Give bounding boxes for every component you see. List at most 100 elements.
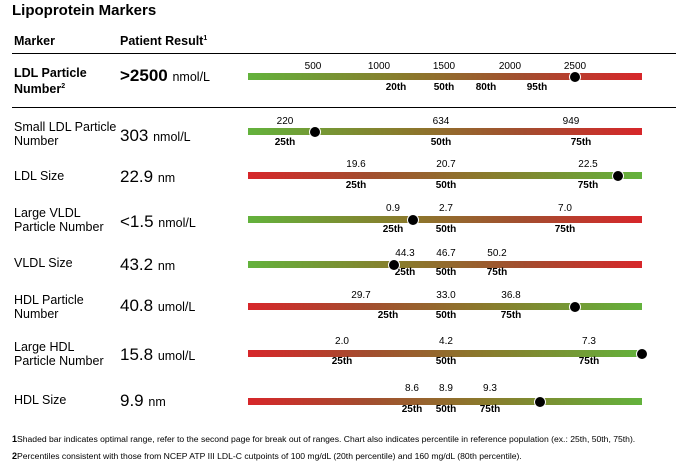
range-bar: [248, 73, 642, 80]
range-tick-label: 46.7: [436, 248, 456, 259]
marker-name: VLDL Size: [14, 256, 118, 270]
footnote-ref-2: 2: [61, 83, 66, 90]
range-tick-label: 9.3: [483, 383, 497, 394]
patient-result: 9.9 nm: [120, 391, 166, 411]
patient-result: 15.8 umol/L: [120, 345, 195, 365]
range-tick-label: 7.3: [582, 336, 596, 347]
result-unit: nm: [148, 395, 166, 409]
footnote-1-text: Shaded bar indicates optimal range, refe…: [17, 434, 636, 444]
percentile-label: 75th: [486, 267, 508, 278]
marker-name-label: LDL Size: [14, 169, 65, 183]
percentile-label: 50th: [435, 267, 457, 278]
percentile-label: 50th: [435, 310, 457, 321]
result-unit: umol/L: [157, 300, 196, 314]
range-tick-label: 50.2: [487, 248, 507, 259]
range-bar: [248, 303, 642, 310]
range-tick-label: 8.6: [405, 383, 419, 394]
percentile-label: 75th: [578, 356, 600, 367]
range-tick-label: 500: [304, 61, 322, 72]
marker-name: Large VLDL Particle Number: [14, 206, 118, 234]
marker-name: Small LDL Particle Number: [14, 120, 118, 148]
result-unit: nmol/L: [172, 70, 211, 84]
header-divider: [12, 53, 676, 54]
footnote-2-text: Percentiles consistent with those from N…: [17, 451, 522, 461]
range-tick-label: 33.0: [436, 290, 456, 301]
range-tick-label: 36.8: [501, 290, 521, 301]
result-value: 9.9: [120, 391, 144, 410]
range-tick-label: 220: [276, 116, 294, 127]
patient-result-marker: [612, 169, 625, 182]
result-column-header: Patient Result1: [120, 34, 207, 48]
percentile-label: 50th: [430, 137, 452, 148]
percentile-label: 50th: [435, 180, 457, 191]
percentile-label: 20th: [385, 82, 407, 93]
result-value: 43.2: [120, 255, 154, 274]
marker-name-label: VLDL Size: [14, 256, 73, 270]
footnote-1: 1Shaded bar indicates optimal range, ref…: [12, 434, 635, 444]
percentile-label: 25th: [394, 267, 416, 278]
percentile-label: 75th: [479, 404, 501, 415]
range-tick-label: 29.7: [351, 290, 371, 301]
percentile-label: 75th: [500, 310, 522, 321]
percentile-label: 25th: [331, 356, 353, 367]
marker-name-label: Small LDL Particle Number: [14, 120, 117, 148]
result-unit: nmol/L: [153, 130, 191, 144]
result-value: 15.8: [120, 345, 154, 364]
range-tick-label: 1000: [367, 61, 391, 72]
marker-name-label: HDL Particle Number: [14, 293, 84, 321]
footnote-2-number: 2: [12, 451, 18, 461]
marker-name: HDL Particle Number: [14, 293, 118, 321]
patient-result: 303 nmol/L: [120, 126, 191, 146]
range-tick-label: 0.9: [386, 203, 400, 214]
range-bar: [248, 128, 642, 135]
page-title: Lipoprotein Markers: [12, 2, 157, 19]
patient-result-marker: [533, 395, 546, 408]
range-tick-label: 19.6: [346, 159, 366, 170]
percentile-label: 50th: [433, 82, 455, 93]
result-value: >2500: [120, 66, 168, 85]
patient-result-marker: [569, 300, 582, 313]
range-tick-label: 2500: [563, 61, 587, 72]
range-tick-label: 1500: [432, 61, 456, 72]
percentile-label: 75th: [570, 137, 592, 148]
range-tick-label: 8.9: [439, 383, 453, 394]
percentile-label: 25th: [274, 137, 296, 148]
patient-result-marker: [387, 258, 400, 271]
range-tick-label: 634: [432, 116, 450, 127]
range-tick-label: 7.0: [558, 203, 572, 214]
patient-result-marker: [569, 70, 582, 83]
marker-name-label: Large HDL Particle Number: [14, 340, 104, 368]
range-bar: [248, 398, 642, 405]
percentile-label: 50th: [435, 356, 457, 367]
range-bar: [248, 172, 642, 179]
marker-column-header: Marker: [14, 34, 55, 48]
marker-name: LDL Particle Number2: [14, 66, 114, 96]
range-tick-label: 44.3: [395, 248, 415, 259]
patient-result-marker: [308, 125, 321, 138]
marker-name: Large HDL Particle Number: [14, 340, 118, 368]
result-value: 40.8: [120, 296, 154, 315]
range-tick-label: 949: [562, 116, 580, 127]
marker-name: LDL Size: [14, 169, 118, 183]
patient-result-marker: [407, 213, 420, 226]
section-divider: [12, 107, 676, 108]
result-value: <1.5: [120, 212, 154, 231]
percentile-label: 75th: [577, 180, 599, 191]
result-column-header-label: Patient Result: [120, 34, 204, 48]
range-tick-label: 4.2: [439, 336, 453, 347]
marker-name-label: Large VLDL Particle Number: [14, 206, 104, 234]
range-bar: [248, 261, 642, 268]
percentile-label: 25th: [377, 310, 399, 321]
footnote-ref-1: 1: [203, 34, 208, 42]
patient-result: <1.5 nmol/L: [120, 212, 196, 232]
result-unit: nmol/L: [158, 216, 196, 230]
patient-result: 22.9 nm: [120, 167, 175, 187]
result-value: 22.9: [120, 167, 154, 186]
percentile-label: 25th: [401, 404, 423, 415]
range-tick-label: 2.0: [335, 336, 349, 347]
range-bar: [248, 216, 642, 223]
percentile-label: 50th: [435, 404, 457, 415]
percentile-label: 80th: [475, 82, 497, 93]
percentile-label: 25th: [345, 180, 367, 191]
patient-result: 40.8 umol/L: [120, 296, 195, 316]
